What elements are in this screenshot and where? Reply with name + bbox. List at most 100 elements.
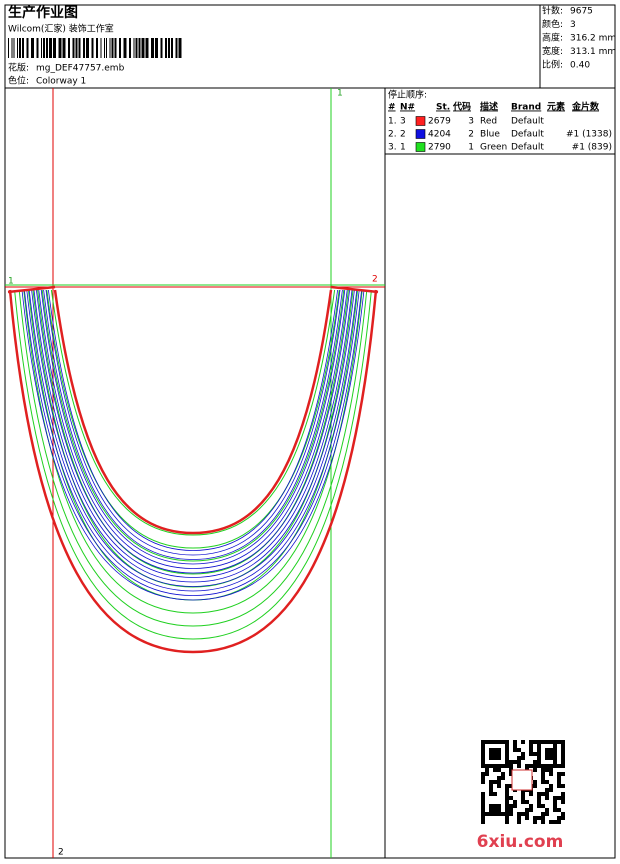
- qr-module: [517, 756, 521, 760]
- qr-module: [537, 740, 541, 744]
- qr-module: [557, 764, 561, 768]
- stitch-line: [28, 289, 358, 587]
- column-header: #: [388, 103, 396, 113]
- stitch-line: [46, 289, 340, 549]
- bar: [119, 38, 121, 58]
- qr-module: [529, 748, 533, 752]
- qr-module: [549, 788, 553, 792]
- bar: [13, 38, 15, 58]
- qr-module: [481, 744, 485, 748]
- bar: [104, 38, 105, 58]
- qr-module: [537, 804, 541, 808]
- qr-module: [521, 792, 525, 796]
- column-header: 代码: [452, 101, 471, 113]
- qr-module: [505, 752, 509, 756]
- qr-module: [493, 748, 497, 752]
- qr-module: [505, 788, 509, 792]
- qr-module: [481, 812, 485, 816]
- bar: [123, 38, 127, 58]
- qr-module: [541, 740, 545, 744]
- qr-module: [509, 768, 513, 772]
- qr-module: [481, 820, 485, 824]
- qr-module: [553, 760, 557, 764]
- stitch-line: [26, 289, 360, 592]
- stitch-line: [24, 289, 362, 596]
- bar: [91, 38, 94, 58]
- qr-module: [533, 760, 537, 764]
- column-header: 元素: [547, 101, 565, 113]
- qr-module: [561, 800, 565, 804]
- guide-label: 2: [372, 275, 378, 285]
- qr-module: [521, 812, 525, 816]
- guide-label: 2: [58, 848, 64, 858]
- qr-module: [497, 780, 501, 784]
- bar: [141, 38, 145, 58]
- qr-module: [489, 788, 493, 792]
- qr-module: [553, 748, 557, 752]
- qr-module: [509, 764, 513, 768]
- qr-module: [549, 764, 553, 768]
- stitch-line: [45, 289, 341, 556]
- qr-module: [545, 740, 549, 744]
- qr-module: [493, 756, 497, 760]
- qr-module: [485, 768, 489, 772]
- qr-module: [505, 808, 509, 812]
- qr-module: [481, 804, 485, 808]
- column-header: 描述: [480, 101, 498, 113]
- stitch-line: [40, 289, 346, 565]
- sequins: #1 (1338): [566, 130, 612, 140]
- bar: [86, 38, 89, 58]
- qr-module: [561, 772, 565, 776]
- bar: [155, 38, 158, 58]
- bar: [78, 38, 81, 58]
- bar: [135, 38, 138, 58]
- qr-module: [549, 820, 553, 824]
- qr-module: [549, 756, 553, 760]
- qr-module: [541, 780, 545, 784]
- column-header: N#: [400, 103, 415, 113]
- qr-module: [517, 812, 521, 816]
- qr-module: [497, 768, 501, 772]
- qr-module: [553, 808, 557, 812]
- qr-module: [557, 772, 561, 776]
- qr-module: [505, 792, 509, 796]
- qr-module: [513, 744, 517, 748]
- qr-module: [545, 768, 549, 772]
- qr-module: [533, 752, 537, 756]
- qr-module: [541, 792, 545, 796]
- bar: [49, 38, 52, 58]
- qr-module: [493, 764, 497, 768]
- bar: [83, 38, 85, 58]
- qr-module: [489, 812, 493, 816]
- qr-module: [505, 820, 509, 824]
- qr-module: [545, 788, 549, 792]
- qr-module: [521, 752, 525, 756]
- qr-module: [529, 740, 533, 744]
- row-index: 1.: [388, 117, 397, 127]
- qr-module: [529, 752, 533, 756]
- qr-module: [509, 808, 513, 812]
- qr-module: [549, 772, 553, 776]
- qr-module: [537, 752, 541, 756]
- qr-module: [513, 748, 517, 752]
- watermark: 6xiu.com: [477, 832, 564, 852]
- code: 3: [468, 117, 474, 127]
- color-swatch: [415, 142, 426, 152]
- stitch-line: [18, 289, 368, 627]
- qr-module: [549, 740, 553, 744]
- qr-module: [533, 780, 537, 784]
- qr-module: [513, 740, 517, 744]
- brand: Default: [511, 130, 544, 140]
- qr-module: [521, 740, 525, 744]
- stitch-line: [48, 289, 338, 551]
- qr-module: [505, 740, 509, 744]
- bar: [22, 38, 24, 58]
- qr-module: [505, 744, 509, 748]
- bar: [114, 38, 117, 58]
- stitches: 2790: [428, 143, 451, 153]
- qr-module: [545, 764, 549, 768]
- qr-module: [481, 780, 485, 784]
- qr-module: [529, 808, 533, 812]
- qr-module: [485, 812, 489, 816]
